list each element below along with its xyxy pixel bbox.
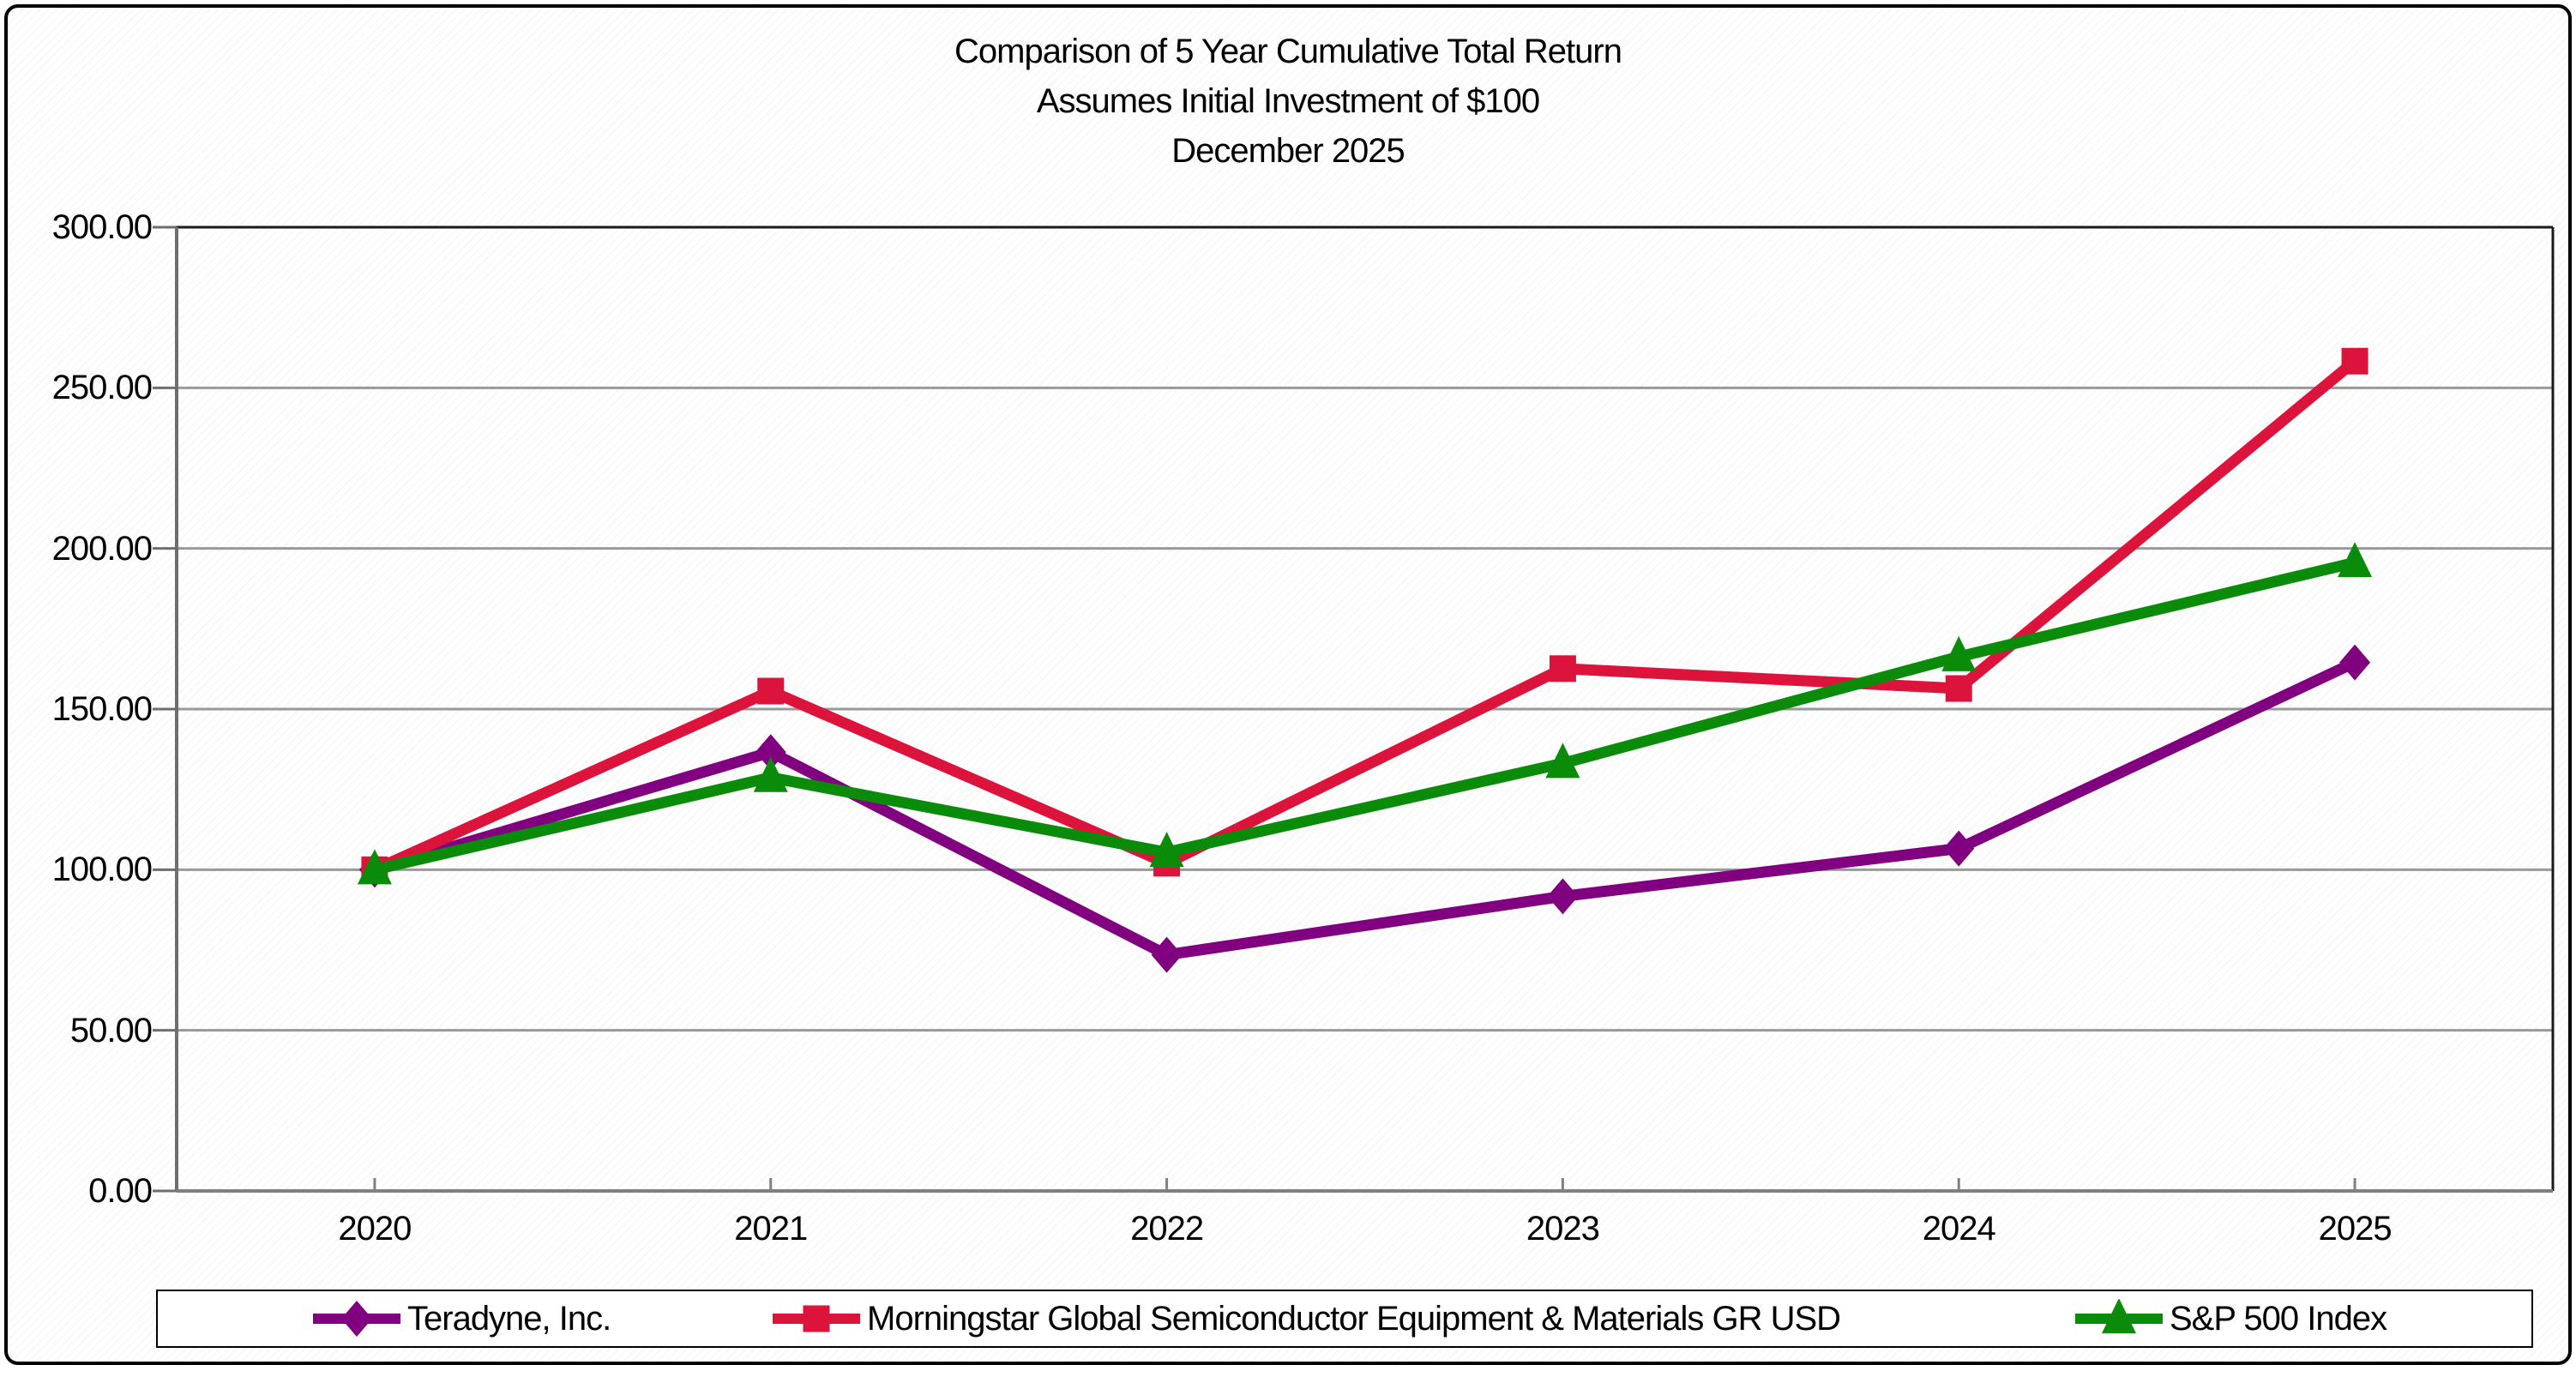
legend-label-morningstar: Morningstar Global Semiconductor Equipme… [867, 1299, 1841, 1338]
y-axis-tick-label: 100.00 [51, 851, 153, 889]
title-line-2: Assumes Initial Investment of $100 [1036, 82, 1540, 120]
chart-outer-border: Comparison of 5 Year Cumulative Total Re… [4, 4, 2572, 1365]
legend: Teradyne, Inc. Morningstar Global Semico… [156, 1290, 2533, 1348]
legend-item-sp500: S&P 500 Index [2072, 1291, 2387, 1346]
morningstar-line-square-icon [769, 1299, 864, 1338]
y-axis-tick-label: 50.00 [69, 1011, 153, 1049]
x-axis-tick-label: 2024 [1922, 1210, 1996, 1248]
title-line-1: Comparison of 5 Year Cumulative Total Re… [954, 33, 1622, 70]
y-axis-tick-label: 0.00 [88, 1172, 153, 1210]
y-axis-tick-label: 300.00 [51, 208, 153, 246]
legend-label-sp500: S&P 500 Index [2170, 1299, 2387, 1338]
x-axis-tick-label: 2025 [2318, 1210, 2392, 1248]
legend-item-teradyne: Teradyne, Inc. [310, 1291, 611, 1346]
y-axis-tick-label: 200.00 [51, 529, 153, 568]
sp500-line-triangle-icon [2072, 1298, 2166, 1338]
legend-item-morningstar: Morningstar Global Semiconductor Equipme… [769, 1291, 1841, 1346]
legend-label-teradyne: Teradyne, Inc. [407, 1299, 611, 1338]
x-axis-tick-label: 2021 [734, 1210, 808, 1248]
x-axis-tick-label: 2020 [338, 1210, 412, 1248]
teradyne-line-diamond-icon [310, 1299, 404, 1338]
x-axis-tick-label: 2022 [1130, 1210, 1204, 1248]
y-axis-tick-label: 150.00 [51, 690, 153, 728]
x-axis-tick-label: 2023 [1526, 1210, 1600, 1248]
plot-area [153, 225, 2555, 1193]
chart-title: Comparison of 5 Year Cumulative Total Re… [8, 27, 2568, 176]
y-axis-tick-label: 250.00 [51, 369, 153, 407]
title-line-3: December 2025 [1171, 132, 1405, 170]
